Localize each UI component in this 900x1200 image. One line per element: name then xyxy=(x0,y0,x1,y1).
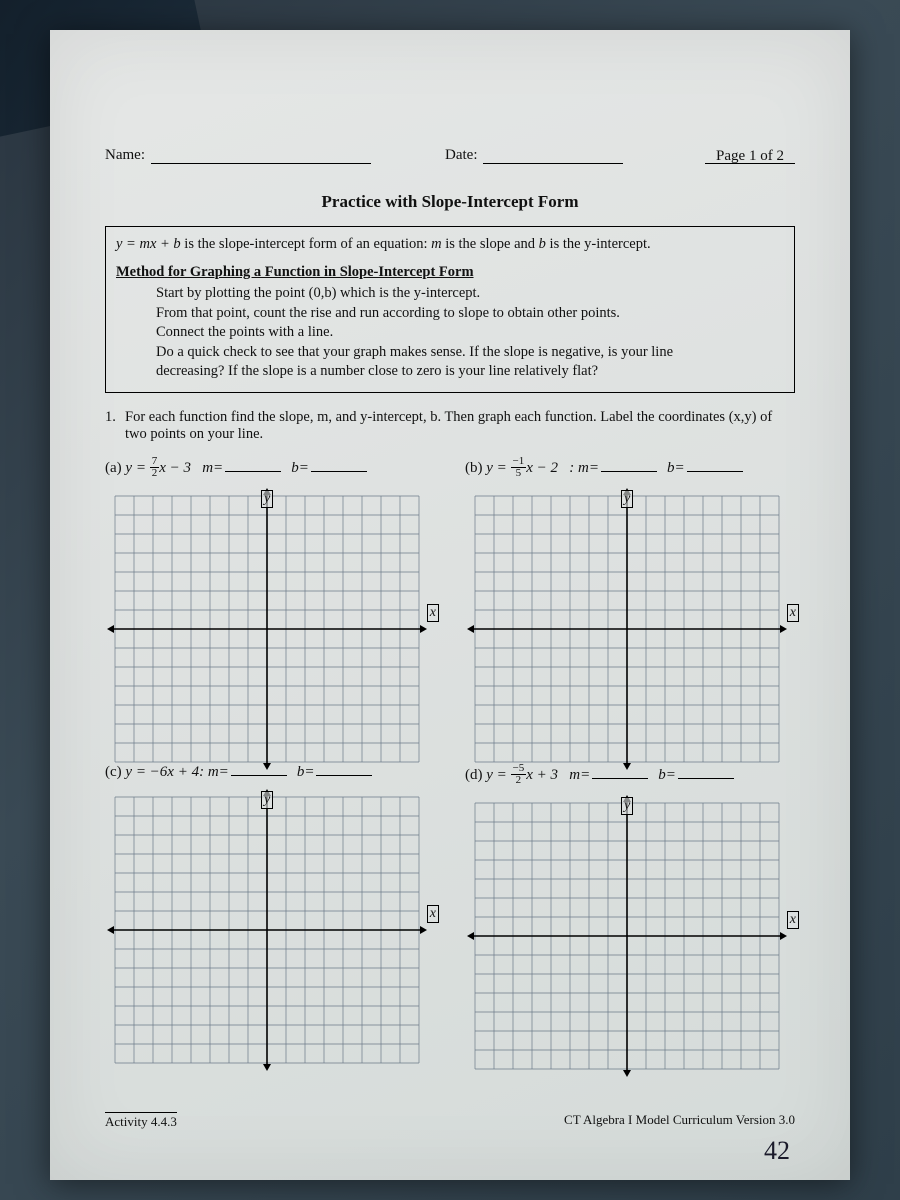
problem-a: (a) y = 72x − 3 m=b= y x xyxy=(105,457,445,756)
page-title: Practice with Slope-Intercept Form xyxy=(105,192,795,212)
problem-b: (b) y = −15x − 2 : m=b= y x xyxy=(465,457,805,756)
graph-a[interactable]: y x xyxy=(105,486,445,756)
x-axis-label: x xyxy=(427,604,439,622)
method-steps: Start by plotting the point (0,b) which … xyxy=(156,284,784,382)
y-axis-label: y xyxy=(261,791,273,809)
question-1: 1.For each function find the slope, m, a… xyxy=(105,409,795,443)
name-label: Name: xyxy=(105,147,145,163)
problems-grid: (a) y = 72x − 3 m=b= y x (b) y = −15x − … xyxy=(105,457,795,1063)
b-b-blank[interactable] xyxy=(687,460,743,472)
method-heading: Method for Graphing a Function in Slope-… xyxy=(116,263,784,283)
intro-formula: y = mx + b xyxy=(116,236,181,252)
y-axis-label: y xyxy=(261,490,273,508)
worksheet-paper: Name: Date: Page 1 of 2 Practice with Sl… xyxy=(50,30,850,1180)
graph-c[interactable]: y x xyxy=(105,787,445,1057)
handwritten-page-number: 42 xyxy=(764,1136,790,1166)
x-axis-label: x xyxy=(787,604,799,622)
x-axis-label: x xyxy=(427,905,439,923)
date-label: Date: xyxy=(445,147,477,163)
x-axis-label: x xyxy=(787,911,799,929)
b-m-blank[interactable] xyxy=(601,460,657,472)
date-blank[interactable] xyxy=(483,150,623,164)
graph-b[interactable]: y x xyxy=(465,486,805,756)
a-m-blank[interactable] xyxy=(225,460,281,472)
a-b-blank[interactable] xyxy=(311,460,367,472)
footer: Activity 4.4.3 CT Algebra I Model Curric… xyxy=(105,1112,795,1130)
problem-c: (c) y = −6x + 4: m=b= y x xyxy=(105,764,445,1063)
activity-label: Activity 4.4.3 xyxy=(105,1112,177,1130)
y-axis-label: y xyxy=(621,490,633,508)
page-indicator: Page 1 of 2 xyxy=(705,150,795,164)
info-box: y = mx + b is the slope-intercept form o… xyxy=(105,226,795,393)
y-axis-label: y xyxy=(621,797,633,815)
problem-d: (d) y = −52x + 3 m=b= y x xyxy=(465,764,805,1063)
graph-d[interactable]: y x xyxy=(465,793,805,1063)
source-label: CT Algebra I Model Curriculum Version 3.… xyxy=(564,1112,795,1128)
name-blank[interactable] xyxy=(151,150,371,164)
header-row: Name: Date: Page 1 of 2 xyxy=(105,140,795,164)
